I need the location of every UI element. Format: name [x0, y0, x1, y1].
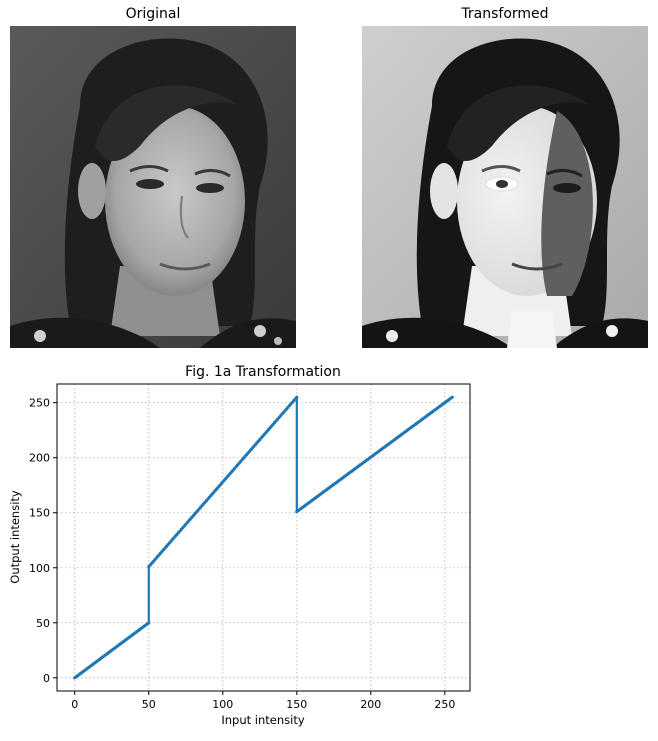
- transformed-image: [362, 26, 648, 348]
- chart-title: Fig. 1a Transformation: [185, 364, 341, 380]
- y-tick-label: 250: [29, 397, 50, 410]
- x-tick-label: 250: [434, 698, 455, 711]
- y-tick-label: 200: [29, 452, 50, 465]
- y-tick-label: 0: [43, 672, 50, 685]
- y-tick-label: 50: [36, 617, 50, 630]
- axis-ticks: 0 50 100 150 200 250 0 50 100 150 200 250: [29, 397, 455, 711]
- original-image-title: Original: [125, 6, 181, 22]
- transformed-image-title: Transformed: [461, 6, 549, 22]
- data-point: [450, 395, 454, 399]
- data-point: [295, 395, 299, 399]
- x-axis-label: Input intensity: [221, 713, 304, 727]
- plot-frame: [56, 383, 471, 692]
- y-tick-label: 150: [29, 507, 50, 520]
- data-point: [147, 621, 151, 625]
- x-tick-label: 0: [71, 698, 78, 711]
- x-tick-label: 200: [360, 698, 381, 711]
- series-line: [73, 395, 454, 680]
- x-tick-label: 100: [212, 698, 233, 711]
- x-tick-label: 50: [142, 698, 156, 711]
- x-tick-label: 150: [286, 698, 307, 711]
- y-tick-label: 100: [29, 562, 50, 575]
- grid: [57, 384, 470, 691]
- y-axis-label: Output intensity: [8, 490, 22, 584]
- original-image: [10, 26, 296, 348]
